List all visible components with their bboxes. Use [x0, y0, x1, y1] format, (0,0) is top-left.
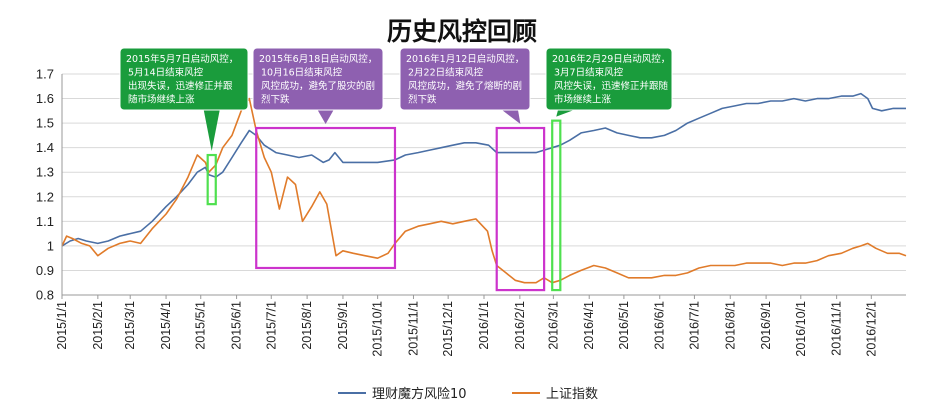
x-tick-label: 2015/7/1	[264, 301, 278, 350]
callout-text: 出现失误，迅速修正并跟	[128, 80, 233, 92]
callout-text: 5月14日结束风控	[128, 67, 204, 79]
callout-text: 风控成功，避免了股灾的剧	[261, 80, 375, 92]
highlight-box	[206, 153, 217, 206]
legend-label: 上证指数	[546, 387, 598, 402]
x-tick-label: 2015/11/1	[406, 301, 420, 356]
x-tick-label: 2015/12/1	[441, 301, 455, 357]
y-tick-label: 1.6	[36, 91, 54, 106]
callout-text: 10月16日结束风控	[261, 67, 343, 79]
x-tick-label: 2016/11/1	[830, 301, 844, 356]
callout-pointer	[502, 110, 521, 125]
x-tick-label: 2015/8/1	[300, 301, 314, 350]
x-tick-label: 2016/6/1	[653, 301, 667, 350]
callout-text: 2016年2月29日启动风控，	[552, 53, 670, 65]
y-tick-label: 1.5	[36, 116, 54, 131]
x-tick-label: 2015/2/1	[91, 301, 105, 350]
y-tick-label: 1	[47, 238, 54, 253]
callout-text: 3月7日结束风控	[554, 67, 624, 79]
series-lines	[61, 92, 907, 284]
callout-text: 2月22日结束风控	[408, 67, 484, 79]
callout-box	[545, 47, 673, 111]
callout-text: 2016年1月12日启动风控，	[406, 53, 524, 65]
x-tick-label: 2016/2/1	[513, 301, 527, 350]
highlight-box	[255, 126, 397, 270]
x-tick-label: 2015/6/1	[230, 301, 244, 350]
highlight-boxes	[206, 119, 562, 292]
callout-box	[252, 47, 384, 111]
callout-pointer	[203, 110, 220, 152]
y-axis: 0.8 0.9 1 1.1 1.2 1.3 1.4 1.5 1.6 1.7	[36, 67, 63, 303]
callout-text: 2015年5月7日启动风控，	[126, 53, 238, 65]
x-tick-label: 2016/9/1	[759, 301, 773, 350]
x-tick-label: 2016/4/1	[582, 301, 596, 350]
callout-text: 烈下跌	[261, 94, 290, 106]
x-tick-label: 2016/10/1	[794, 301, 808, 357]
x-tick-label: 2015/3/1	[123, 301, 137, 350]
x-tick-label: 2015/4/1	[159, 301, 173, 350]
callout-pointer	[556, 110, 574, 117]
callout-text: 2015年6月18日启动风控，	[259, 53, 377, 65]
callout-text: 随市场继续上涨	[128, 94, 195, 106]
x-tick-label: 2016/12/1	[864, 301, 878, 357]
x-tick-label: 2016/5/1	[617, 301, 631, 350]
callout-text: 风控成功，避免了熔断的剧	[408, 80, 522, 92]
y-tick-label: 0.9	[36, 263, 54, 278]
callout-pointer	[317, 110, 334, 125]
y-tick-label: 1.1	[36, 214, 54, 229]
x-tick-label: 2015/1/1	[55, 301, 69, 350]
y-tick-label: 1.7	[36, 67, 54, 82]
y-tick-label: 1.4	[36, 140, 54, 155]
callout-text: 风控失误，迅速修正并跟随	[554, 80, 669, 92]
x-axis: 2015/1/1 2015/2/1 2015/3/1 2015/4/1 2015/5/1…	[55, 294, 906, 357]
callout-text: 市场继续上涨	[554, 94, 612, 106]
series-line-2	[61, 97, 907, 284]
highlight-box	[495, 126, 546, 292]
x-tick-label: 2016/3/1	[546, 301, 560, 350]
y-tick-label: 0.8	[36, 288, 54, 303]
legend-label: 理财魔方风险10	[372, 386, 467, 402]
highlight-box	[551, 119, 562, 292]
callout-box	[399, 47, 531, 111]
x-tick-label: 2016/8/1	[723, 301, 737, 350]
callout-text: 烈下跌	[408, 94, 437, 106]
annotation-callouts: 2015年5月7日启动风控， 5月14日结束风控出现失误，迅速修正并跟随市场继续上…	[119, 47, 673, 152]
x-tick-label: 2016/7/1	[687, 301, 701, 350]
series-line-1	[61, 92, 906, 247]
legend: 理财魔方风险10 上证指数	[338, 386, 598, 402]
callout-box	[119, 47, 249, 111]
x-tick-label: 2016/1/1	[477, 301, 491, 350]
chart-title: 历史风控回顾	[387, 17, 537, 46]
x-tick-label: 2015/10/1	[371, 301, 385, 357]
x-tick-label: 2015/9/1	[336, 301, 350, 350]
y-tick-label: 1.2	[36, 189, 54, 204]
y-tick-label: 1.3	[36, 165, 54, 180]
x-tick-label: 2015/5/1	[194, 301, 208, 350]
